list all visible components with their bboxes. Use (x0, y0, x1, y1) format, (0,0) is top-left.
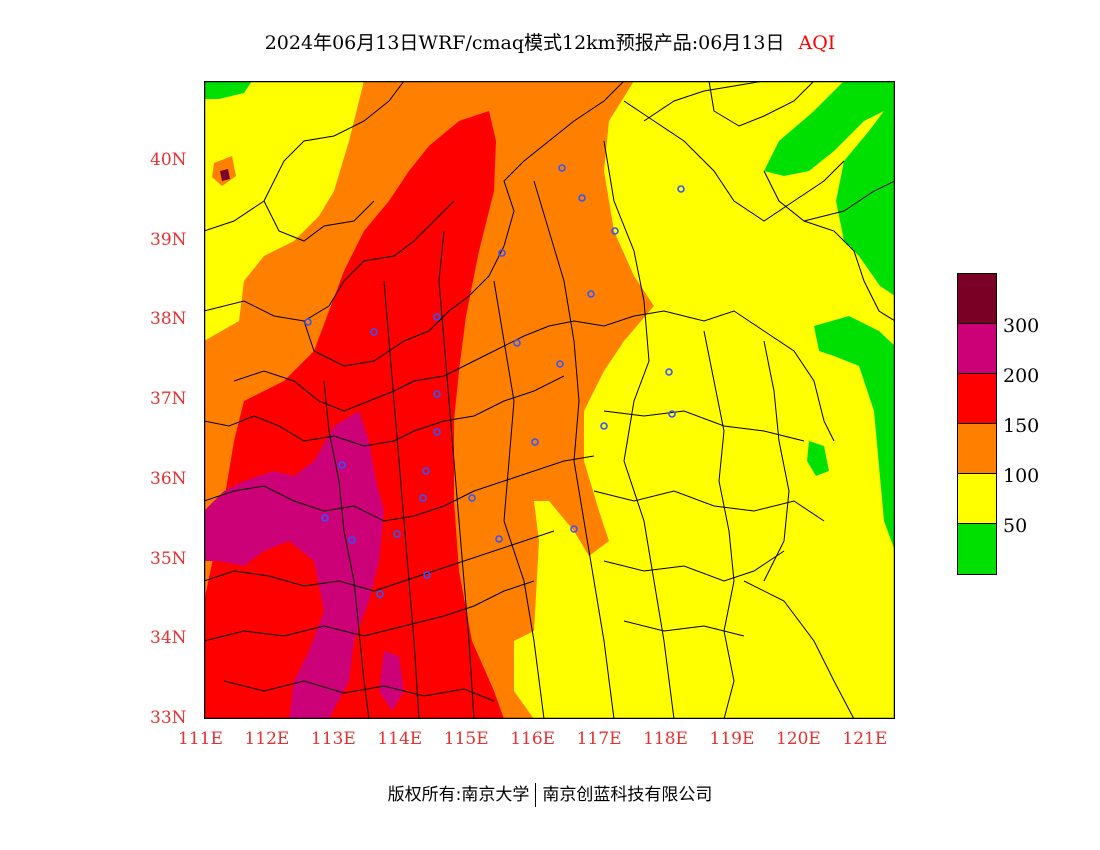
legend-swatch-hazardous (957, 273, 997, 324)
station-marker (578, 194, 586, 202)
color-legend (957, 273, 997, 575)
x-tick-label: 121E (842, 729, 888, 749)
boundary-lines (204, 81, 895, 719)
station-marker (433, 428, 441, 436)
hazardous-spot (220, 169, 230, 181)
y-tick-label: 38N (150, 309, 187, 330)
station-marker (600, 422, 608, 430)
station-marker (668, 410, 676, 418)
x-tick-label: 114E (377, 729, 423, 749)
legend-swatch-sensitive (957, 423, 997, 474)
station-marker (570, 525, 578, 533)
y-tick-label: 40N (150, 149, 187, 170)
copyright-owner: 版权所有:南京大学 (387, 785, 530, 805)
y-tick-label: 36N (150, 468, 187, 489)
y-tick-label: 39N (150, 229, 187, 250)
station-marker (558, 164, 566, 172)
station-marker (422, 467, 430, 475)
legend-label-50: 50 (1003, 515, 1028, 537)
legend-swatch-unhealthy (957, 373, 997, 424)
y-tick-label: 37N (150, 389, 187, 409)
very-unhealthy-zone-south (379, 651, 404, 711)
station-marker (611, 227, 619, 235)
legend-label-150: 150 (1003, 415, 1040, 437)
copyright-company: 南京创蓝科技有限公司 (542, 785, 713, 805)
station-marker (495, 535, 503, 543)
station-marker (498, 249, 506, 257)
station-marker (556, 360, 564, 368)
station-marker (587, 290, 595, 298)
legend-label-200: 200 (1003, 365, 1040, 387)
x-tick-label: 112E (244, 729, 290, 749)
x-tick-label: 113E (310, 729, 356, 749)
x-tick-label: 111E (178, 729, 223, 749)
x-tick-label: 117E (576, 729, 622, 749)
station-marker (338, 461, 346, 469)
y-tick-label: 34N (150, 628, 187, 649)
title-text: 2024年06月13日WRF/cmaq模式12km预报产品:06月13日 (264, 32, 785, 54)
station-marker (433, 313, 441, 321)
x-tick-label: 119E (709, 729, 755, 749)
copyright-footer: 版权所有:南京大学 南京创蓝科技有限公司 (0, 780, 1100, 807)
y-tick-label: 33N (150, 708, 187, 728)
good-zone-coast (814, 316, 895, 551)
station-marker (423, 571, 431, 579)
chart-title: 2024年06月13日WRF/cmaq模式12km预报产品:06月13日 AQI (0, 28, 1100, 55)
x-tick-label: 118E (643, 729, 688, 749)
station-marker (531, 438, 539, 446)
good-zone-island (807, 441, 829, 476)
legend-label-100: 100 (1003, 465, 1040, 487)
station-marker (513, 339, 521, 347)
legend-swatch-moderate (957, 473, 997, 524)
station-marker (376, 590, 384, 598)
legend-label-300: 300 (1003, 315, 1040, 337)
x-tick-label: 120E (775, 729, 821, 749)
station-marker (304, 318, 312, 326)
station-marker (321, 514, 329, 522)
aqi-map (204, 81, 895, 719)
station-marker (665, 368, 673, 376)
station-marker (468, 494, 476, 502)
legend-swatch-good (957, 523, 997, 575)
y-tick-label: 35N (150, 548, 187, 569)
x-tick-label: 116E (510, 729, 556, 749)
good-zone-northeast (764, 81, 895, 296)
good-zone-corner (204, 81, 252, 99)
station-marker (677, 185, 685, 193)
station-markers (304, 164, 685, 598)
station-marker (370, 328, 378, 336)
footer-separator (535, 783, 537, 807)
legend-swatch-very-unhealthy (957, 323, 997, 374)
station-marker (348, 536, 356, 544)
x-tick-label: 115E (443, 729, 489, 749)
map-frame (204, 81, 895, 719)
station-marker (419, 494, 427, 502)
station-marker (433, 390, 441, 398)
variable-label: AQI (798, 32, 836, 54)
station-marker (393, 530, 401, 538)
